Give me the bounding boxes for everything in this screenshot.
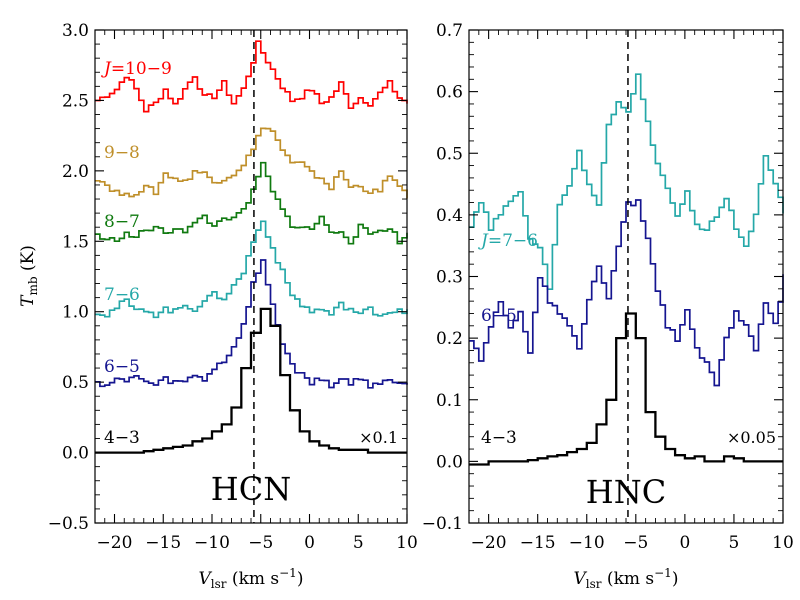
hcn-ticks: −20 −15 −10 −5 0 5 10 −0.5 0.0 0.5 1.0 1.5 2.0 2.5 3.0 — [48, 21, 418, 553]
hcn-series-j-10-9-line — [95, 40, 408, 113]
hnc-x-tick-label: −20 — [471, 533, 507, 553]
hnc-series-layer — [469, 73, 784, 466]
hnc-x-tick-label: −15 — [520, 533, 556, 553]
hcn-series-7-6-line — [95, 220, 408, 319]
hnc-ticks: −20 −15 −10 −5 0 5 10 −0.1 0.0 0.1 0.2 0.3 0.4 0.5 0.6… — [422, 21, 794, 553]
hcn-x-tick-label: −20 — [97, 533, 133, 553]
hcn-x-tick-label: 10 — [396, 533, 418, 553]
hcn-molecule-label: HCN — [211, 470, 291, 508]
hcn-x-tick-label: 0 — [304, 533, 315, 553]
hnc-x-axis-title: Vlsr (km s−1) — [574, 566, 679, 591]
hcn-series-layer — [95, 40, 408, 454]
hnc-x-tick-label: 0 — [679, 533, 690, 553]
hcn-label-4-3: 4−3 — [104, 428, 140, 448]
hcn-y-tick-label: −0.5 — [48, 514, 89, 534]
hnc-y-tick-label: 0.1 — [436, 391, 463, 411]
hcn-label-6-5: 6−5 — [104, 357, 140, 377]
hnc-panel: −20 −15 −10 −5 0 5 10 −0.1 0.0 0.1 0.2 0.3 0.4 0.5 0.6… — [422, 21, 794, 591]
hcn-x-tick-label: −5 — [248, 533, 273, 553]
hnc-series-6-5-line — [469, 199, 784, 387]
hcn-label-7-6: 7−6 — [104, 285, 140, 305]
hcn-y-tick-label: 0.5 — [62, 373, 89, 393]
hcn-label-9-8: 9−8 — [104, 143, 140, 163]
hnc-label-6-5: 6−5 — [481, 306, 517, 326]
hcn-x-tick-label: −10 — [194, 533, 230, 553]
hnc-molecule-label: HNC — [586, 473, 666, 511]
hnc-y-tick-label: 0.7 — [436, 21, 463, 41]
hcn-y-tick-label: 0.0 — [62, 444, 89, 464]
hcn-y-tick-label: 2.0 — [62, 162, 89, 182]
hcn-panel: −20 −15 −10 −5 0 5 10 −0.5 0.0 0.5 1.0 1.5 2.0 2.5 3.0… — [18, 21, 418, 591]
hnc-series-4-3-line — [469, 312, 783, 466]
hnc-y-tick-label: 0.0 — [436, 452, 463, 472]
hnc-y-tick-label: 0.5 — [436, 144, 463, 164]
hcn-x-tick-label: −15 — [145, 533, 181, 553]
hcn-label-j10-9: J=10−9 — [101, 59, 172, 79]
hcn-x-tick-label: 5 — [353, 533, 364, 553]
hcn-y-tick-label: 1.0 — [62, 303, 89, 323]
hnc-y-tick-label: 0.6 — [436, 83, 463, 103]
hcn-y-tick-label: 3.0 — [62, 21, 89, 41]
hcn-series-9-8-line — [95, 127, 408, 199]
hnc-series-j-7-6-line — [469, 73, 784, 291]
hcn-series-6-5-line — [95, 259, 408, 389]
hnc-y-tick-label: 0.2 — [436, 329, 463, 349]
hnc-scale-note: ×0.05 — [727, 428, 776, 447]
hnc-x-tick-label: −5 — [623, 533, 648, 553]
hcn-series-8-7-line — [95, 161, 408, 245]
hcn-y-tick-label: 1.5 — [62, 232, 89, 252]
hcn-y-axis-title: Tmb (K) — [18, 245, 40, 307]
hnc-plot-frame — [468, 29, 784, 524]
hcn-label-8-7: 8−7 — [104, 212, 140, 232]
hnc-y-tick-label: 0.3 — [436, 268, 463, 288]
hnc-y-tick-label: −0.1 — [422, 514, 463, 534]
hcn-series-4-3-line — [95, 307, 407, 454]
hnc-label-j7-6: J=7−6 — [478, 231, 538, 251]
hcn-y-tick-label: 2.5 — [62, 91, 89, 111]
hnc-label-4-3: 4−3 — [481, 428, 517, 448]
hnc-y-tick-label: 0.4 — [436, 206, 463, 226]
hnc-x-tick-label: 5 — [729, 533, 740, 553]
hcn-scale-note: ×0.1 — [359, 428, 398, 447]
hnc-x-tick-label: 10 — [772, 533, 794, 553]
hcn-x-axis-title: Vlsr (km s−1) — [199, 566, 304, 591]
hnc-x-tick-label: −10 — [569, 533, 605, 553]
